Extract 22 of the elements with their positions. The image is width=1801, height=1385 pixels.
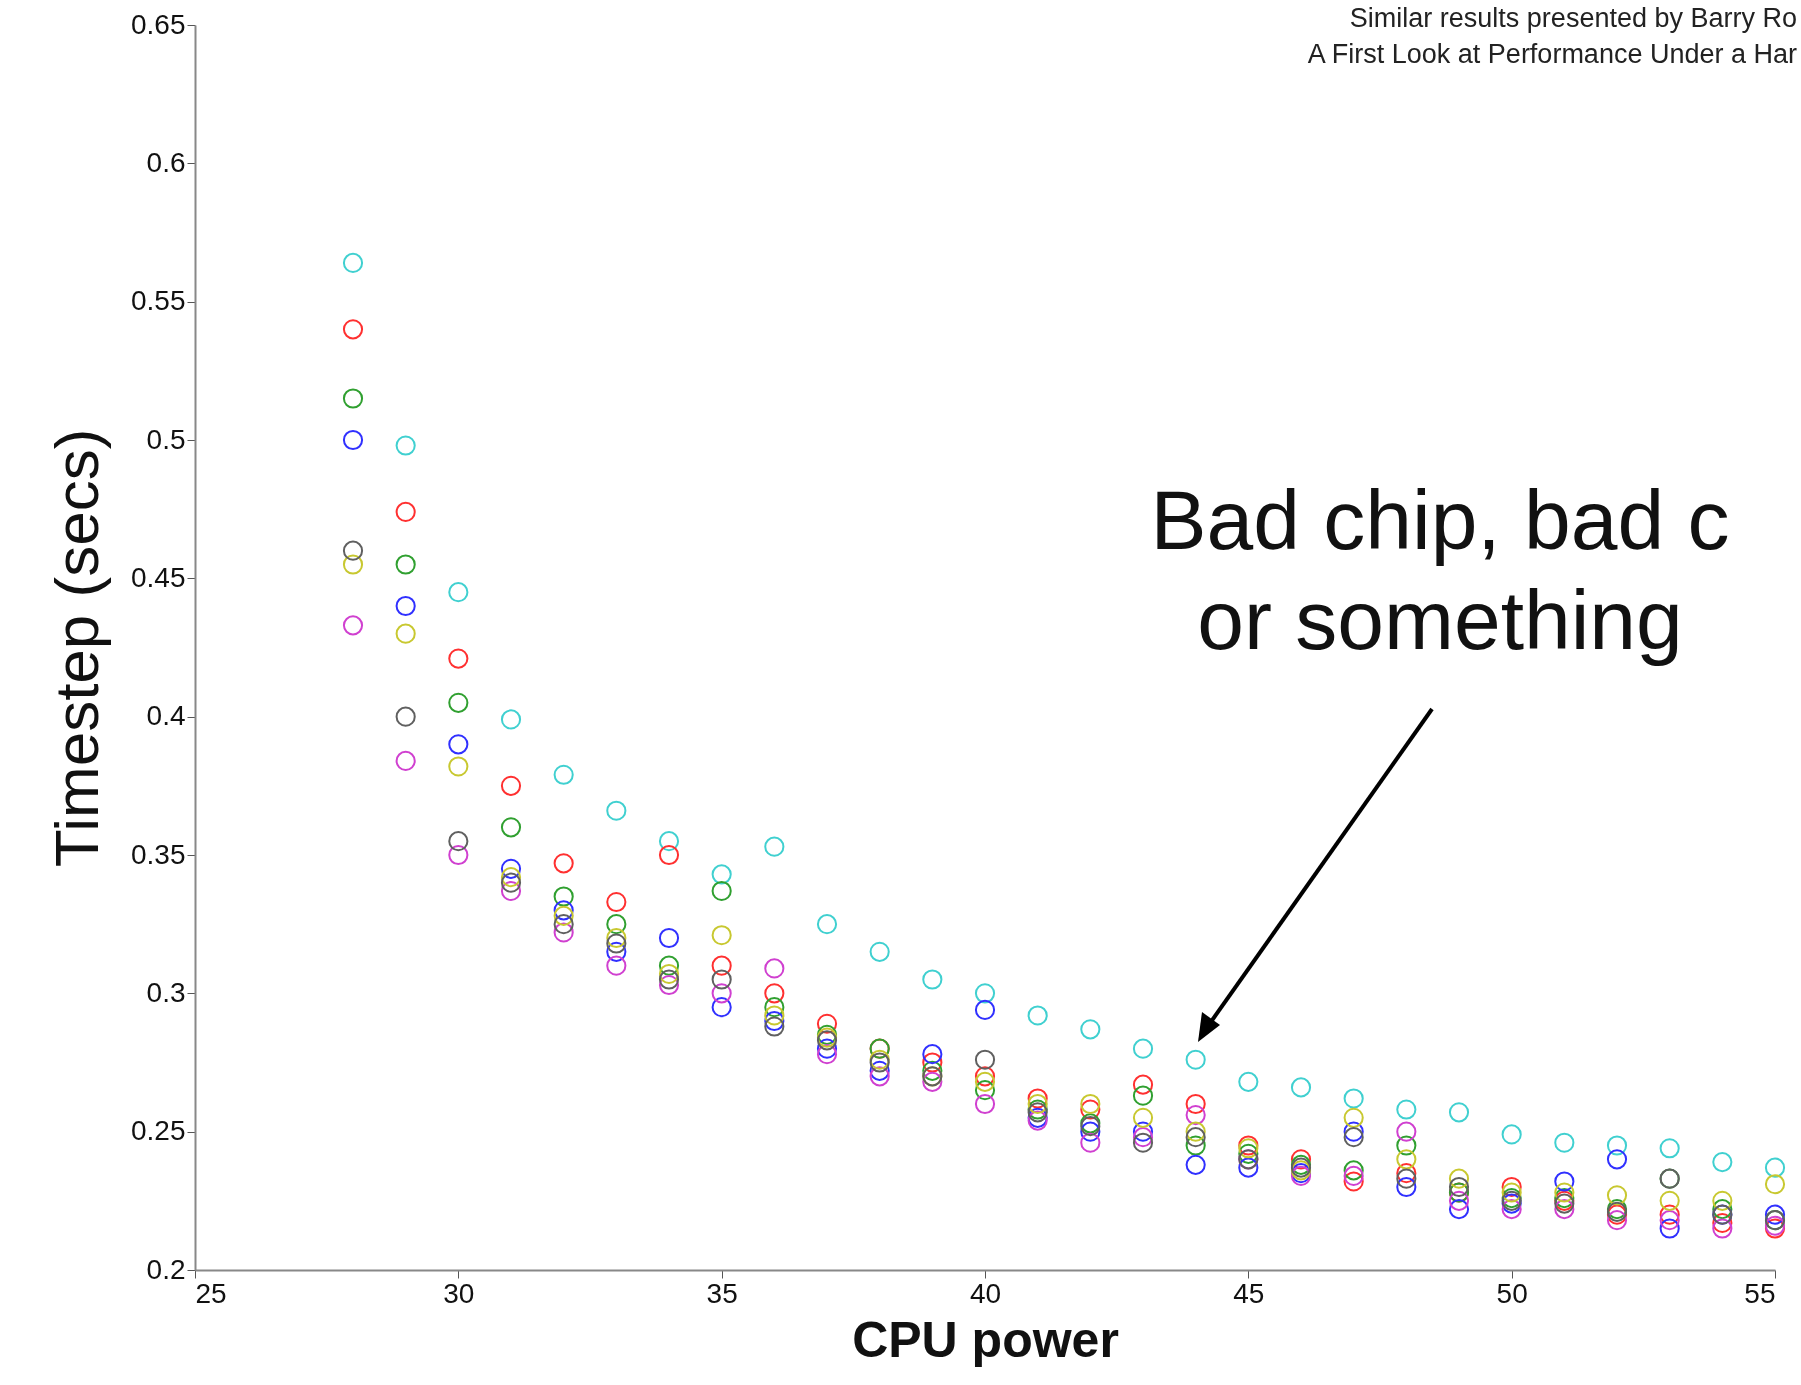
y-tick-label: 0.25	[131, 1115, 186, 1147]
y-tick-label: 0.65	[131, 8, 186, 40]
y-axis-title: Timestep (secs)	[42, 428, 111, 868]
x-tick-label: 30	[443, 1277, 475, 1309]
x-tick-label: 40	[969, 1277, 1002, 1309]
x-axis-title: CPU power	[852, 1311, 1119, 1368]
y-tick-label: 0.55	[131, 285, 186, 317]
y-tick-label: 0.2	[146, 1253, 186, 1285]
annotation: A First Look at Performance Under a Har	[1307, 38, 1797, 71]
annotation: Similar results presented by Barry Ro	[1348, 2, 1797, 35]
x-tick-label: 50	[1496, 1277, 1528, 1309]
x-tick-label: 35	[706, 1277, 738, 1309]
annotation: Bad chip, bad c or something	[1149, 472, 1731, 669]
y-tick-label: 0.5	[146, 423, 186, 455]
y-tick-label: 0.45	[131, 561, 186, 593]
x-tick-label: 25	[195, 1277, 227, 1309]
y-tick-label: 0.35	[131, 838, 186, 870]
x-tick-label: 45	[1233, 1277, 1265, 1309]
y-tick-label: 0.6	[146, 146, 186, 178]
y-tick-label: 0.3	[146, 976, 186, 1008]
y-tick-label: 0.4	[146, 700, 186, 732]
x-tick-label: 55	[1744, 1277, 1776, 1309]
